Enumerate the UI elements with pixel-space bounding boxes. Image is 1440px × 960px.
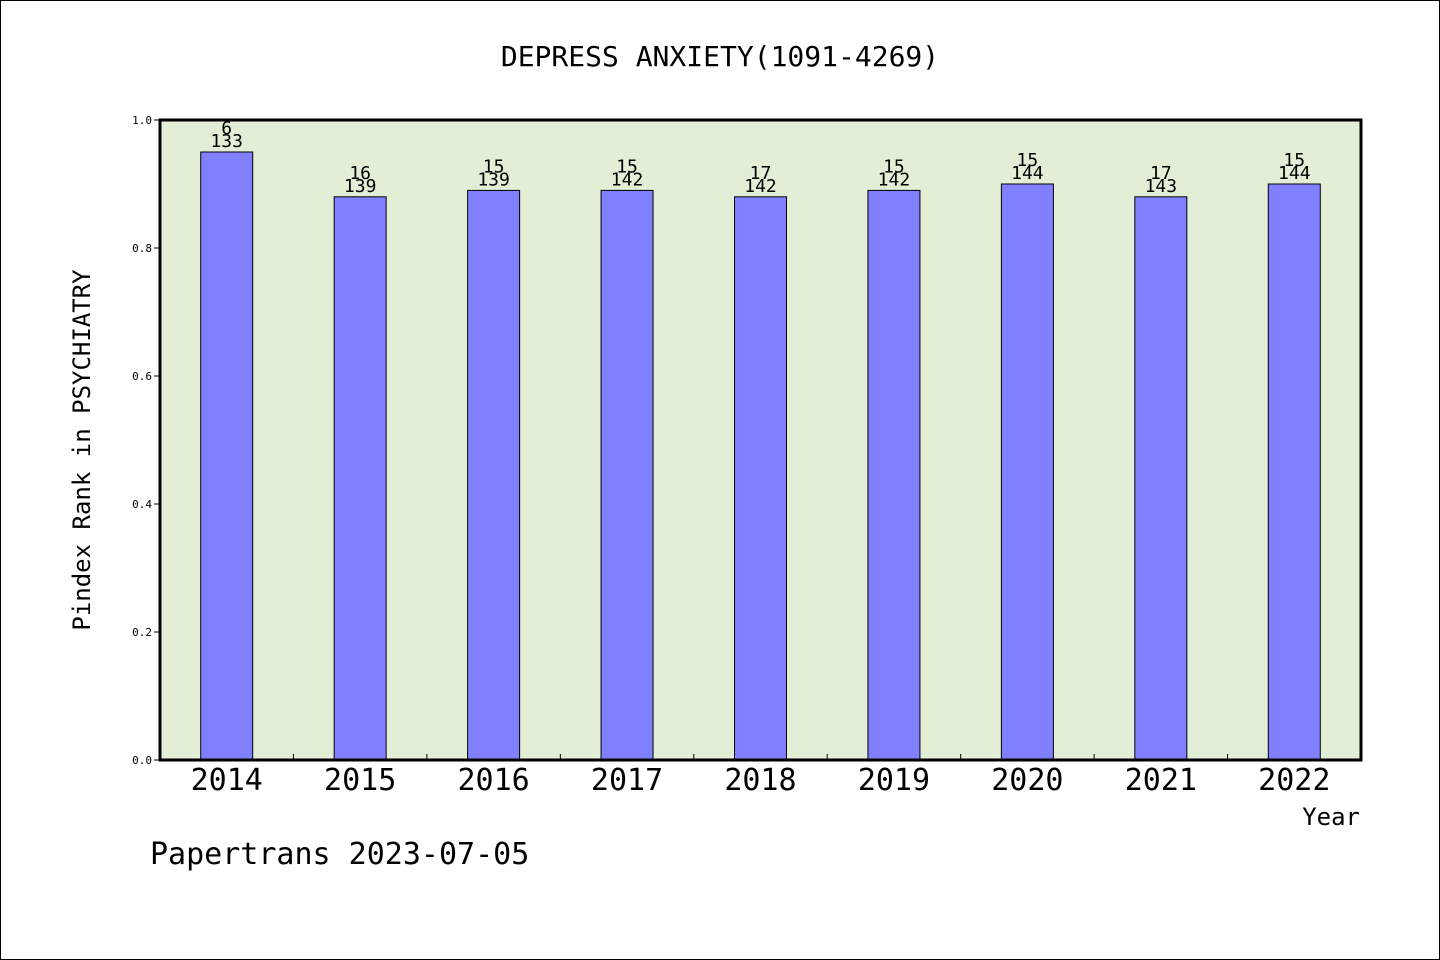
bar-total-label: 139	[344, 176, 377, 197]
bar-total-label: 139	[477, 169, 510, 190]
y-tick-label: 1.0	[132, 114, 152, 127]
y-tick-label: 0.2	[132, 626, 152, 639]
bar-rank-label: 17	[1150, 163, 1172, 184]
x-axis: 2014 2015 2016 2017 2018 2019 2020 2021 2022	[158, 118, 1363, 798]
bar-total-label: 144	[1011, 163, 1044, 184]
x-tick-label: 2014	[191, 763, 263, 798]
bar-total-label: 142	[744, 176, 777, 197]
bar	[1134, 196, 1188, 761]
bar-rank-label: 15	[1283, 150, 1305, 171]
y-tick-label: 0.4	[132, 498, 152, 511]
x-tick-label: 2019	[858, 763, 930, 798]
bar-rank-label: 15	[1017, 150, 1039, 171]
x-tick-label: 2017	[591, 763, 663, 798]
x-tick-label: 2022	[1258, 763, 1330, 798]
y-axis: 0.0 0.2 0.4 0.6 0.8 1.0	[132, 114, 160, 767]
y-tick-label: 0.6	[132, 370, 152, 383]
bar-total-label: 142	[878, 169, 911, 190]
x-axis-label: Year	[1302, 803, 1360, 831]
bar-rank-label: 15	[483, 156, 505, 177]
bar	[333, 196, 387, 761]
y-axis-label: Pindex Rank in PSYCHIATRY	[68, 269, 96, 631]
chart-title: DEPRESS ANXIETY(1091-4269)	[501, 40, 939, 73]
footer-text: Papertrans 2023-07-05	[150, 837, 529, 872]
bar	[734, 196, 787, 761]
bar-rank-label: 6	[221, 118, 232, 139]
bar-rank-label: 16	[349, 163, 371, 184]
bar-total-label: 144	[1278, 163, 1311, 184]
bar-total-label: 143	[1145, 176, 1178, 197]
bar-rank-label: 15	[883, 156, 905, 177]
bar	[1000, 183, 1054, 761]
x-tick-label: 2016	[457, 763, 529, 798]
bar	[600, 189, 654, 761]
bar	[467, 189, 521, 761]
plot-border	[158, 118, 1363, 762]
bar	[200, 151, 254, 761]
x-tick-label: 2020	[991, 763, 1063, 798]
bar	[867, 189, 921, 761]
bar-rank-label: 17	[750, 163, 772, 184]
bar	[1267, 183, 1321, 761]
bar-total-label: 142	[611, 169, 644, 190]
y-tick-label: 0.0	[132, 754, 152, 767]
bar-total-label: 133	[210, 131, 243, 152]
x-tick-label: 2021	[1125, 763, 1197, 798]
y-tick-label: 0.8	[132, 242, 152, 255]
x-tick-label: 2018	[724, 763, 796, 798]
x-tick-label: 2015	[324, 763, 396, 798]
bar-rank-label: 15	[616, 156, 638, 177]
